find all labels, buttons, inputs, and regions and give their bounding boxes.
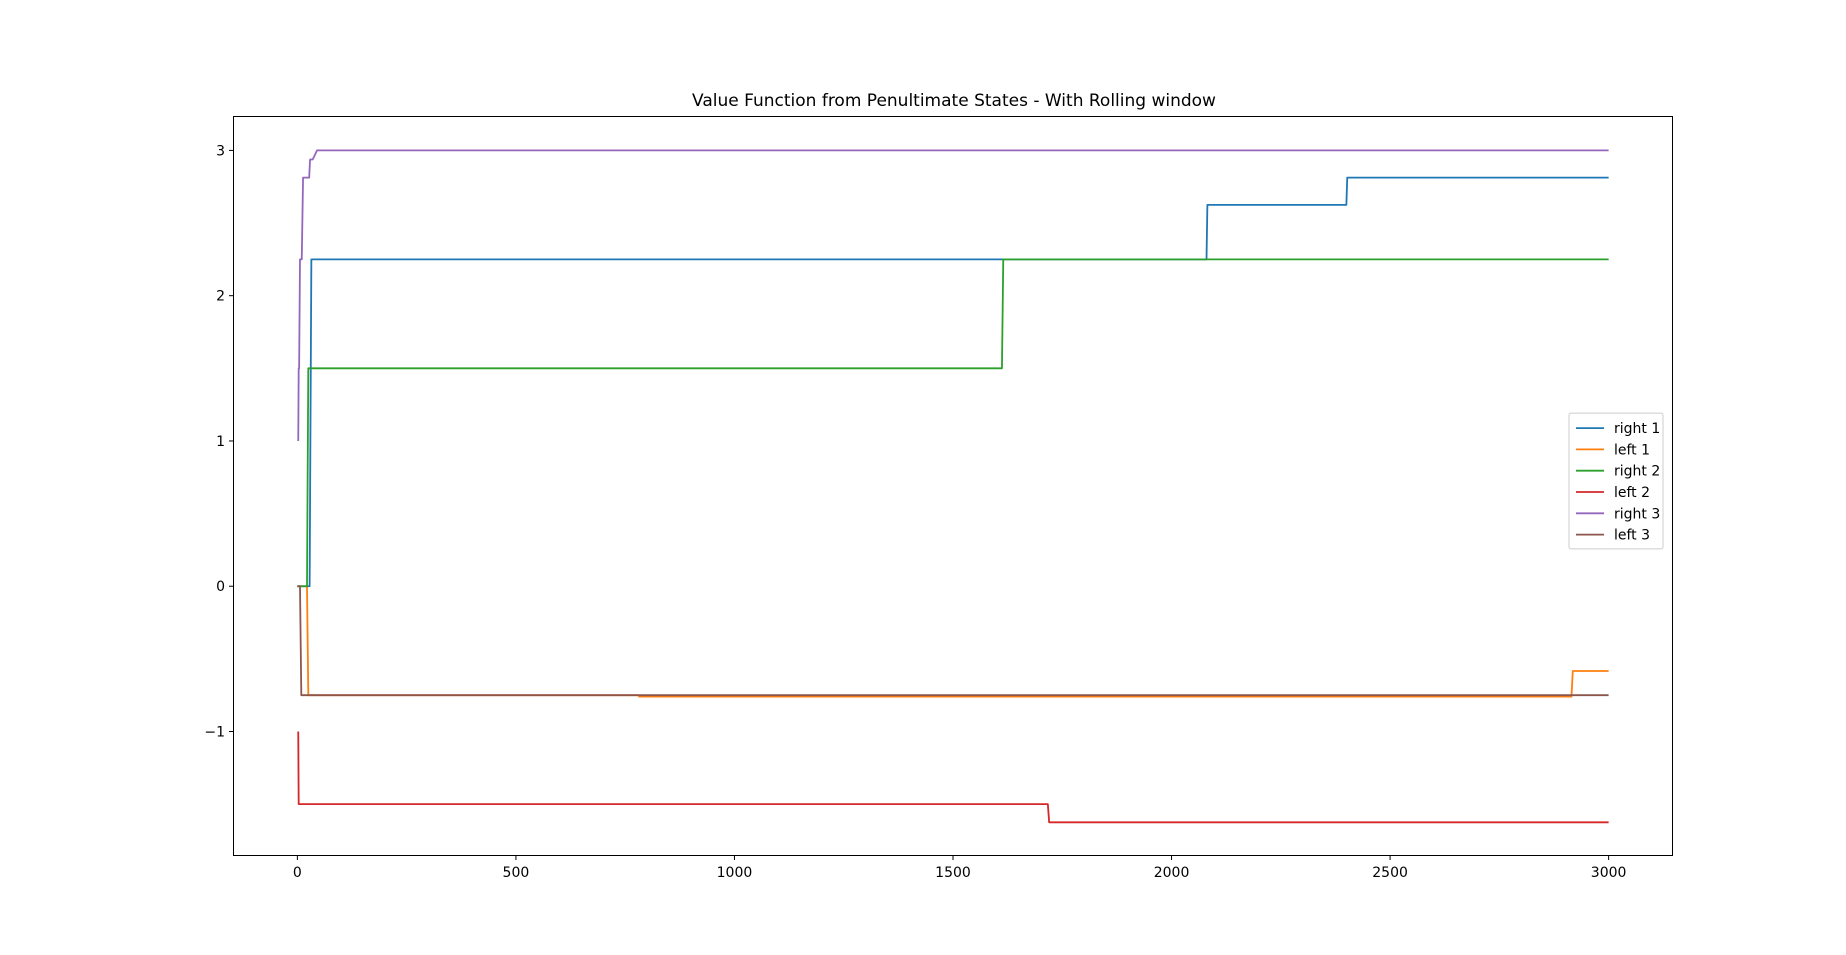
legend-box (1568, 412, 1664, 550)
series-line-right-1 (297, 176, 1609, 588)
x-tick-label: 3000 (1591, 865, 1627, 881)
x-axis: 0 500 1000 1500 2000 2500 3000 (293, 855, 1627, 881)
series-line-left-2 (297, 731, 1609, 824)
x-tick-label: 500 (503, 865, 530, 881)
x-tick-label: 1500 (935, 865, 971, 881)
legend: right 1 left 1 right 2 left 2 right 3 left 3 (1568, 412, 1664, 550)
series-line-left-1 (297, 585, 1609, 698)
y-tick-label: −1 (204, 725, 225, 741)
chart-title: Value Function from Penultimate States -… (692, 91, 1216, 111)
y-axis: −1 0 1 2 3 (204, 143, 234, 741)
legend-label: left 2 (1614, 485, 1650, 501)
legend-label: left 3 (1614, 528, 1650, 544)
series-group (297, 149, 1609, 824)
plot-frame (233, 116, 1673, 856)
legend-label: right 1 (1614, 421, 1660, 437)
legend-label: right 3 (1614, 506, 1660, 522)
x-tick-label: 2000 (1154, 865, 1190, 881)
series-line-left-3 (297, 585, 1609, 697)
y-tick-label: 0 (216, 579, 225, 595)
y-tick-label: 2 (216, 289, 225, 305)
x-tick-label: 1000 (717, 865, 753, 881)
y-tick-label: 1 (216, 434, 225, 450)
y-tick-label: 3 (216, 143, 225, 159)
x-tick-label: 2500 (1372, 865, 1408, 881)
legend-label: left 1 (1614, 442, 1650, 458)
series-line-right-3 (297, 149, 1609, 441)
series-line-right-2 (297, 258, 1609, 588)
x-tick-label: 0 (293, 865, 302, 881)
legend-label: right 2 (1614, 464, 1660, 480)
